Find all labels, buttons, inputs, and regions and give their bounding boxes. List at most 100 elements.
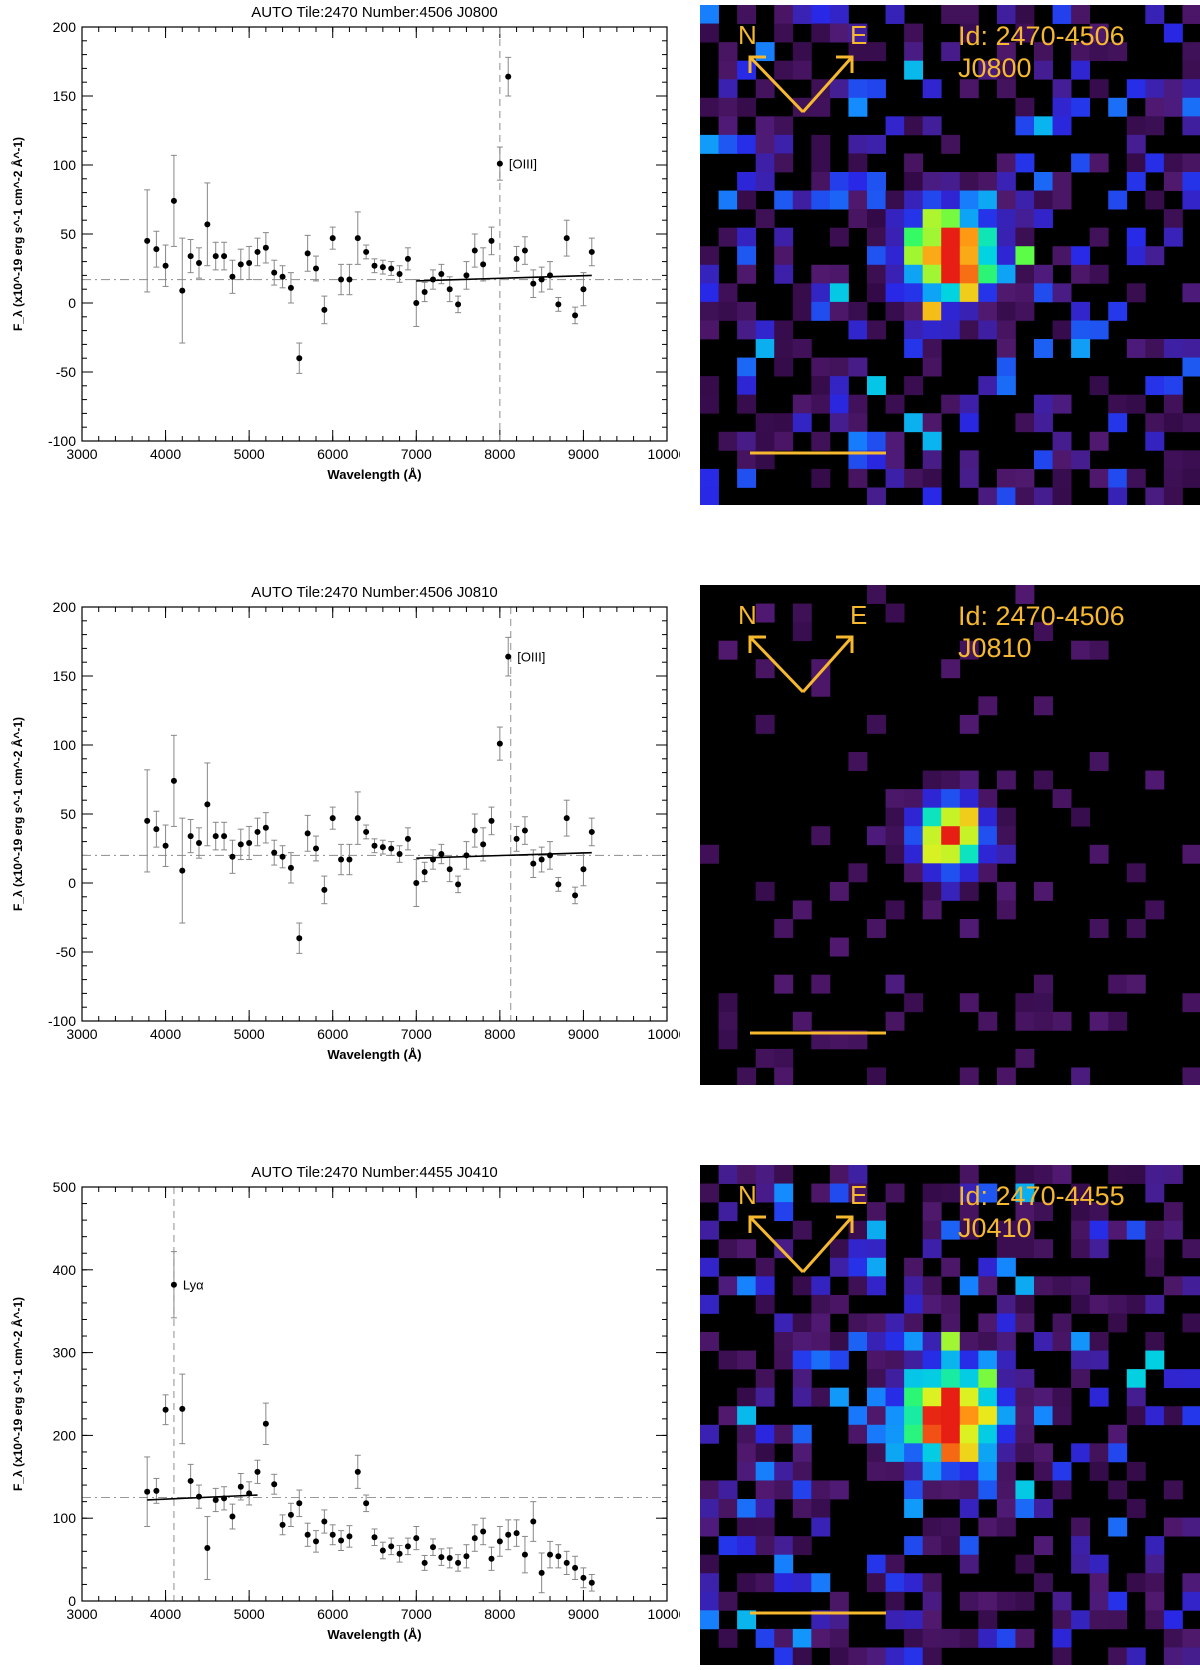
stamp-pixel bbox=[941, 134, 961, 154]
stamp-pixel bbox=[1089, 1239, 1109, 1259]
stamp-pixel bbox=[1089, 1220, 1109, 1240]
stamp-pixel bbox=[996, 1424, 1016, 1444]
stamp-pixel bbox=[829, 172, 849, 191]
stamp-pixel bbox=[978, 844, 998, 864]
stamp-pixel bbox=[1015, 1424, 1035, 1444]
data-point bbox=[153, 1487, 160, 1494]
stamp-pixel bbox=[941, 1517, 961, 1537]
stamp-pixel bbox=[941, 1220, 961, 1240]
stamp-pixel bbox=[904, 1257, 924, 1277]
stamp-pixel bbox=[1089, 844, 1109, 864]
stamp-pixel bbox=[996, 227, 1016, 247]
x-tick-label: 5000 bbox=[234, 1606, 265, 1622]
stamp-pixel bbox=[829, 1030, 849, 1050]
stamp-pixel bbox=[1163, 468, 1183, 488]
stamp-pixel bbox=[922, 900, 942, 920]
east-arrow-shaft bbox=[801, 636, 854, 693]
stamp-pixel bbox=[774, 1183, 794, 1203]
stamp-pixel bbox=[755, 1573, 775, 1593]
stamp-pixel bbox=[996, 487, 1016, 507]
stamp-pixel bbox=[755, 79, 775, 99]
east-arrow-shaft bbox=[801, 1216, 854, 1273]
stamp-pixel bbox=[996, 153, 1016, 173]
stamp-pixel bbox=[1182, 1406, 1200, 1426]
stamp-pixel bbox=[904, 1387, 924, 1407]
stamp-pixel bbox=[1163, 227, 1183, 247]
plot-frame bbox=[81, 26, 668, 442]
y-tick-label: 100 bbox=[53, 157, 77, 173]
stamp-pixel bbox=[941, 394, 961, 414]
stamp-pixel bbox=[922, 79, 942, 99]
stamp-pixel bbox=[1145, 1257, 1165, 1277]
stamp-pixel bbox=[867, 264, 886, 284]
data-point bbox=[354, 815, 361, 822]
stamp-pixel bbox=[1089, 431, 1109, 451]
stamp-pixel bbox=[885, 227, 905, 247]
stamp-pixel bbox=[829, 190, 849, 210]
stamp-pixel bbox=[978, 487, 998, 507]
stamp-pixel bbox=[941, 246, 961, 266]
stamp-pixel bbox=[996, 283, 1016, 303]
compass-east-label: E bbox=[850, 600, 867, 630]
stamp-pixel bbox=[755, 1165, 775, 1184]
stamp-pixel bbox=[700, 468, 719, 488]
stamp-pixel bbox=[829, 283, 849, 303]
stamp-pixel bbox=[978, 826, 998, 846]
stamp-pixel bbox=[848, 431, 868, 451]
stamp-pixel bbox=[1126, 1499, 1146, 1518]
stamp-pixel bbox=[904, 1313, 924, 1333]
x-tick-label: 3000 bbox=[66, 446, 97, 462]
stamp-pixel bbox=[1089, 320, 1109, 340]
stamp-pixel bbox=[1108, 190, 1128, 210]
stamp-pixel bbox=[1163, 79, 1183, 99]
image-stamp-3: N E Id: 2470-4455 J0410 bbox=[700, 1165, 1200, 1667]
y-tick-label: -50 bbox=[56, 364, 76, 380]
stamp-pixel bbox=[941, 172, 961, 191]
stamp-pixel bbox=[867, 79, 886, 99]
stamp-pixel bbox=[904, 172, 924, 191]
data-point bbox=[379, 264, 386, 271]
stamp-pixel bbox=[737, 431, 757, 451]
stamp-pixel bbox=[718, 283, 738, 303]
data-point bbox=[144, 237, 151, 244]
data-point bbox=[363, 248, 370, 255]
stamp-pixel bbox=[848, 863, 868, 883]
stamp-pixel bbox=[941, 264, 961, 284]
data-point bbox=[513, 835, 520, 842]
stamp-pixel bbox=[959, 1220, 979, 1240]
stamp-pixel bbox=[1108, 413, 1128, 433]
image-stamp-1: N E Id: 2470-4506 J0800 bbox=[700, 5, 1200, 507]
data-point bbox=[221, 833, 228, 840]
stamp-pixel bbox=[1182, 339, 1200, 358]
stamp-pixel bbox=[700, 487, 719, 507]
y-tick-label: 100 bbox=[53, 1510, 77, 1526]
stamp-pixel bbox=[737, 172, 757, 191]
stamp-pixel bbox=[885, 974, 905, 994]
stamp-pixel bbox=[1034, 1499, 1053, 1518]
stamp-pixel bbox=[1163, 339, 1183, 358]
stamp-pixel bbox=[922, 826, 942, 846]
stamp-pixel bbox=[1108, 1424, 1128, 1444]
stamp-pixel bbox=[1034, 1443, 1053, 1463]
stamp-pixel bbox=[885, 394, 905, 414]
stamp-pixel bbox=[904, 283, 924, 303]
stamp-pixel bbox=[867, 1573, 886, 1593]
stamp-pixel bbox=[885, 1591, 905, 1611]
stamp-pixel bbox=[811, 79, 831, 99]
y-axis-label: F_λ (x10^-19 erg s^-1 cm^-2 Å^-1) bbox=[10, 1297, 25, 1491]
stamp-pixel bbox=[1145, 1165, 1165, 1184]
data-point bbox=[196, 839, 202, 846]
stamp-pixel bbox=[718, 1406, 738, 1426]
stamp-pixel bbox=[941, 1480, 961, 1500]
stamp-pixel bbox=[1126, 246, 1146, 266]
stamp-pixel bbox=[922, 1480, 942, 1500]
stamp-pixel bbox=[867, 1369, 886, 1389]
stamp-pixel bbox=[1015, 487, 1035, 507]
stamp-pixel bbox=[1145, 1350, 1165, 1370]
stamp-pixel bbox=[1145, 1406, 1165, 1426]
stamp-pixel bbox=[755, 134, 775, 154]
stamp-pixel bbox=[867, 585, 886, 604]
stamp-pixel bbox=[885, 1554, 905, 1574]
stamp-pixel bbox=[1163, 394, 1183, 414]
